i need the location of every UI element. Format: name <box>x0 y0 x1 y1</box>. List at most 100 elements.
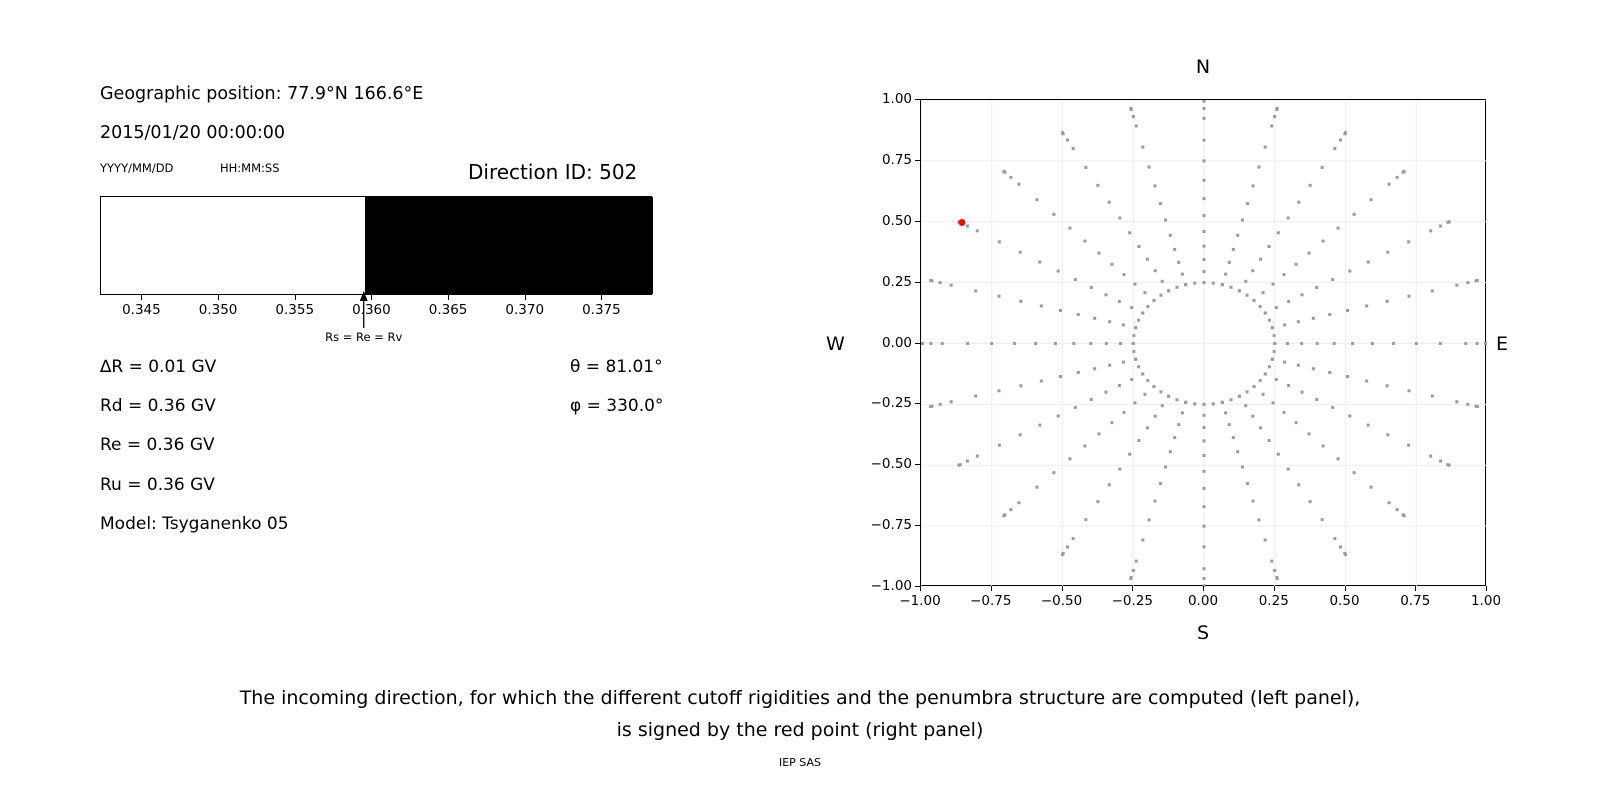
penumbra-tick-mark <box>294 295 296 300</box>
direction-point <box>1385 384 1389 388</box>
parameter-row: φ = 330.0° <box>570 396 664 417</box>
direction-point <box>1270 124 1274 128</box>
direction-point <box>1202 138 1206 142</box>
direction-id-label: Direction ID: 502 <box>468 160 638 184</box>
direction-point <box>1131 115 1135 119</box>
direction-point <box>1439 459 1443 463</box>
direction-point <box>1134 326 1138 330</box>
direction-point <box>1159 390 1163 394</box>
direction-point <box>1369 485 1373 489</box>
direction-map-x-tick-mark <box>920 586 921 591</box>
direction-map-y-tick-mark <box>915 525 920 527</box>
direction-point <box>1261 291 1265 295</box>
direction-point <box>1296 363 1300 367</box>
direction-point <box>1180 272 1184 276</box>
direction-point <box>1145 257 1149 261</box>
direction-point <box>1439 224 1443 228</box>
direction-point <box>1336 457 1340 461</box>
direction-point <box>1296 320 1300 324</box>
direction-point <box>1307 251 1311 255</box>
direction-point <box>1159 293 1163 297</box>
direction-point <box>1297 200 1301 204</box>
direction-point <box>940 342 944 345</box>
direction-point <box>1018 433 1022 437</box>
direction-point <box>1129 107 1133 111</box>
direction-point <box>1321 239 1325 243</box>
direction-point <box>1018 250 1022 254</box>
direction-point <box>1143 291 1147 295</box>
direction-point <box>1141 145 1145 149</box>
direction-point <box>1251 414 1255 418</box>
selected-direction-point <box>958 218 966 226</box>
direction-point <box>997 443 1001 447</box>
direction-point <box>1121 323 1125 327</box>
direction-point <box>1160 404 1164 408</box>
direction-point <box>1339 545 1343 549</box>
direction-map-x-tick-mark <box>1132 586 1134 591</box>
direction-point <box>1202 229 1206 233</box>
time-format-hint: HH:MM:SS <box>220 161 280 175</box>
direction-point <box>1168 233 1172 237</box>
direction-point <box>1039 304 1043 308</box>
direction-point <box>1145 426 1149 430</box>
direction-point <box>1129 576 1133 580</box>
geographic-position-label: Geographic position: 77.9°N 166.6°E <box>100 84 424 104</box>
direction-point <box>1240 465 1244 469</box>
direction-point <box>1202 486 1206 490</box>
direction-point <box>1202 281 1206 285</box>
direction-point <box>1119 342 1123 345</box>
direction-point <box>1311 316 1315 320</box>
direction-point <box>1369 198 1373 202</box>
direction-point <box>1052 212 1056 216</box>
direction-point <box>1137 318 1141 322</box>
direction-point <box>1263 372 1267 376</box>
direction-point <box>1160 279 1164 283</box>
direction-point <box>1273 342 1277 345</box>
direction-point <box>1117 299 1121 303</box>
direction-point <box>1224 272 1228 276</box>
direction-point <box>1152 385 1156 389</box>
direction-point <box>1211 281 1215 285</box>
direction-point <box>1083 239 1087 243</box>
direction-point <box>1072 342 1076 345</box>
direction-point <box>1131 568 1135 572</box>
direction-point <box>1224 411 1228 415</box>
direction-point <box>1343 551 1347 555</box>
direction-point <box>1429 454 1433 458</box>
penumbra-tick-label: 0.355 <box>275 302 315 318</box>
direction-point <box>974 289 978 293</box>
cutoff-marker-label: Rs = Re = Rv <box>325 330 403 344</box>
direction-point <box>1258 304 1262 308</box>
direction-point <box>1118 467 1122 471</box>
direction-point <box>1132 334 1136 338</box>
direction-point <box>1104 390 1108 394</box>
direction-point <box>1229 285 1233 289</box>
direction-point <box>1370 342 1374 345</box>
direction-point <box>966 342 970 345</box>
direction-point <box>1308 500 1312 504</box>
direction-point <box>1276 452 1280 456</box>
direction-point <box>938 402 942 406</box>
direction-point <box>1164 218 1168 222</box>
compass-south-label: S <box>1196 622 1210 644</box>
direction-map-y-tick-label: 0.50 <box>881 212 912 229</box>
direction-point <box>1137 365 1141 369</box>
direction-point <box>1202 454 1206 458</box>
direction-point <box>1274 306 1278 310</box>
direction-point <box>1245 293 1249 297</box>
direction-point <box>1407 294 1411 298</box>
penumbra-tick-mark <box>448 295 450 300</box>
penumbra-tick-mark <box>371 295 373 300</box>
direction-point <box>1332 342 1336 345</box>
direction-point <box>1308 183 1312 187</box>
direction-point <box>1365 304 1369 308</box>
direction-point <box>1294 262 1298 266</box>
direction-point <box>1246 202 1250 206</box>
direction-point <box>1429 229 1433 233</box>
direction-point <box>1068 457 1072 461</box>
direction-point <box>1294 421 1298 425</box>
direction-point <box>1084 518 1088 522</box>
direction-point <box>1003 170 1007 174</box>
direction-point <box>1286 216 1290 220</box>
direction-point <box>930 404 934 408</box>
